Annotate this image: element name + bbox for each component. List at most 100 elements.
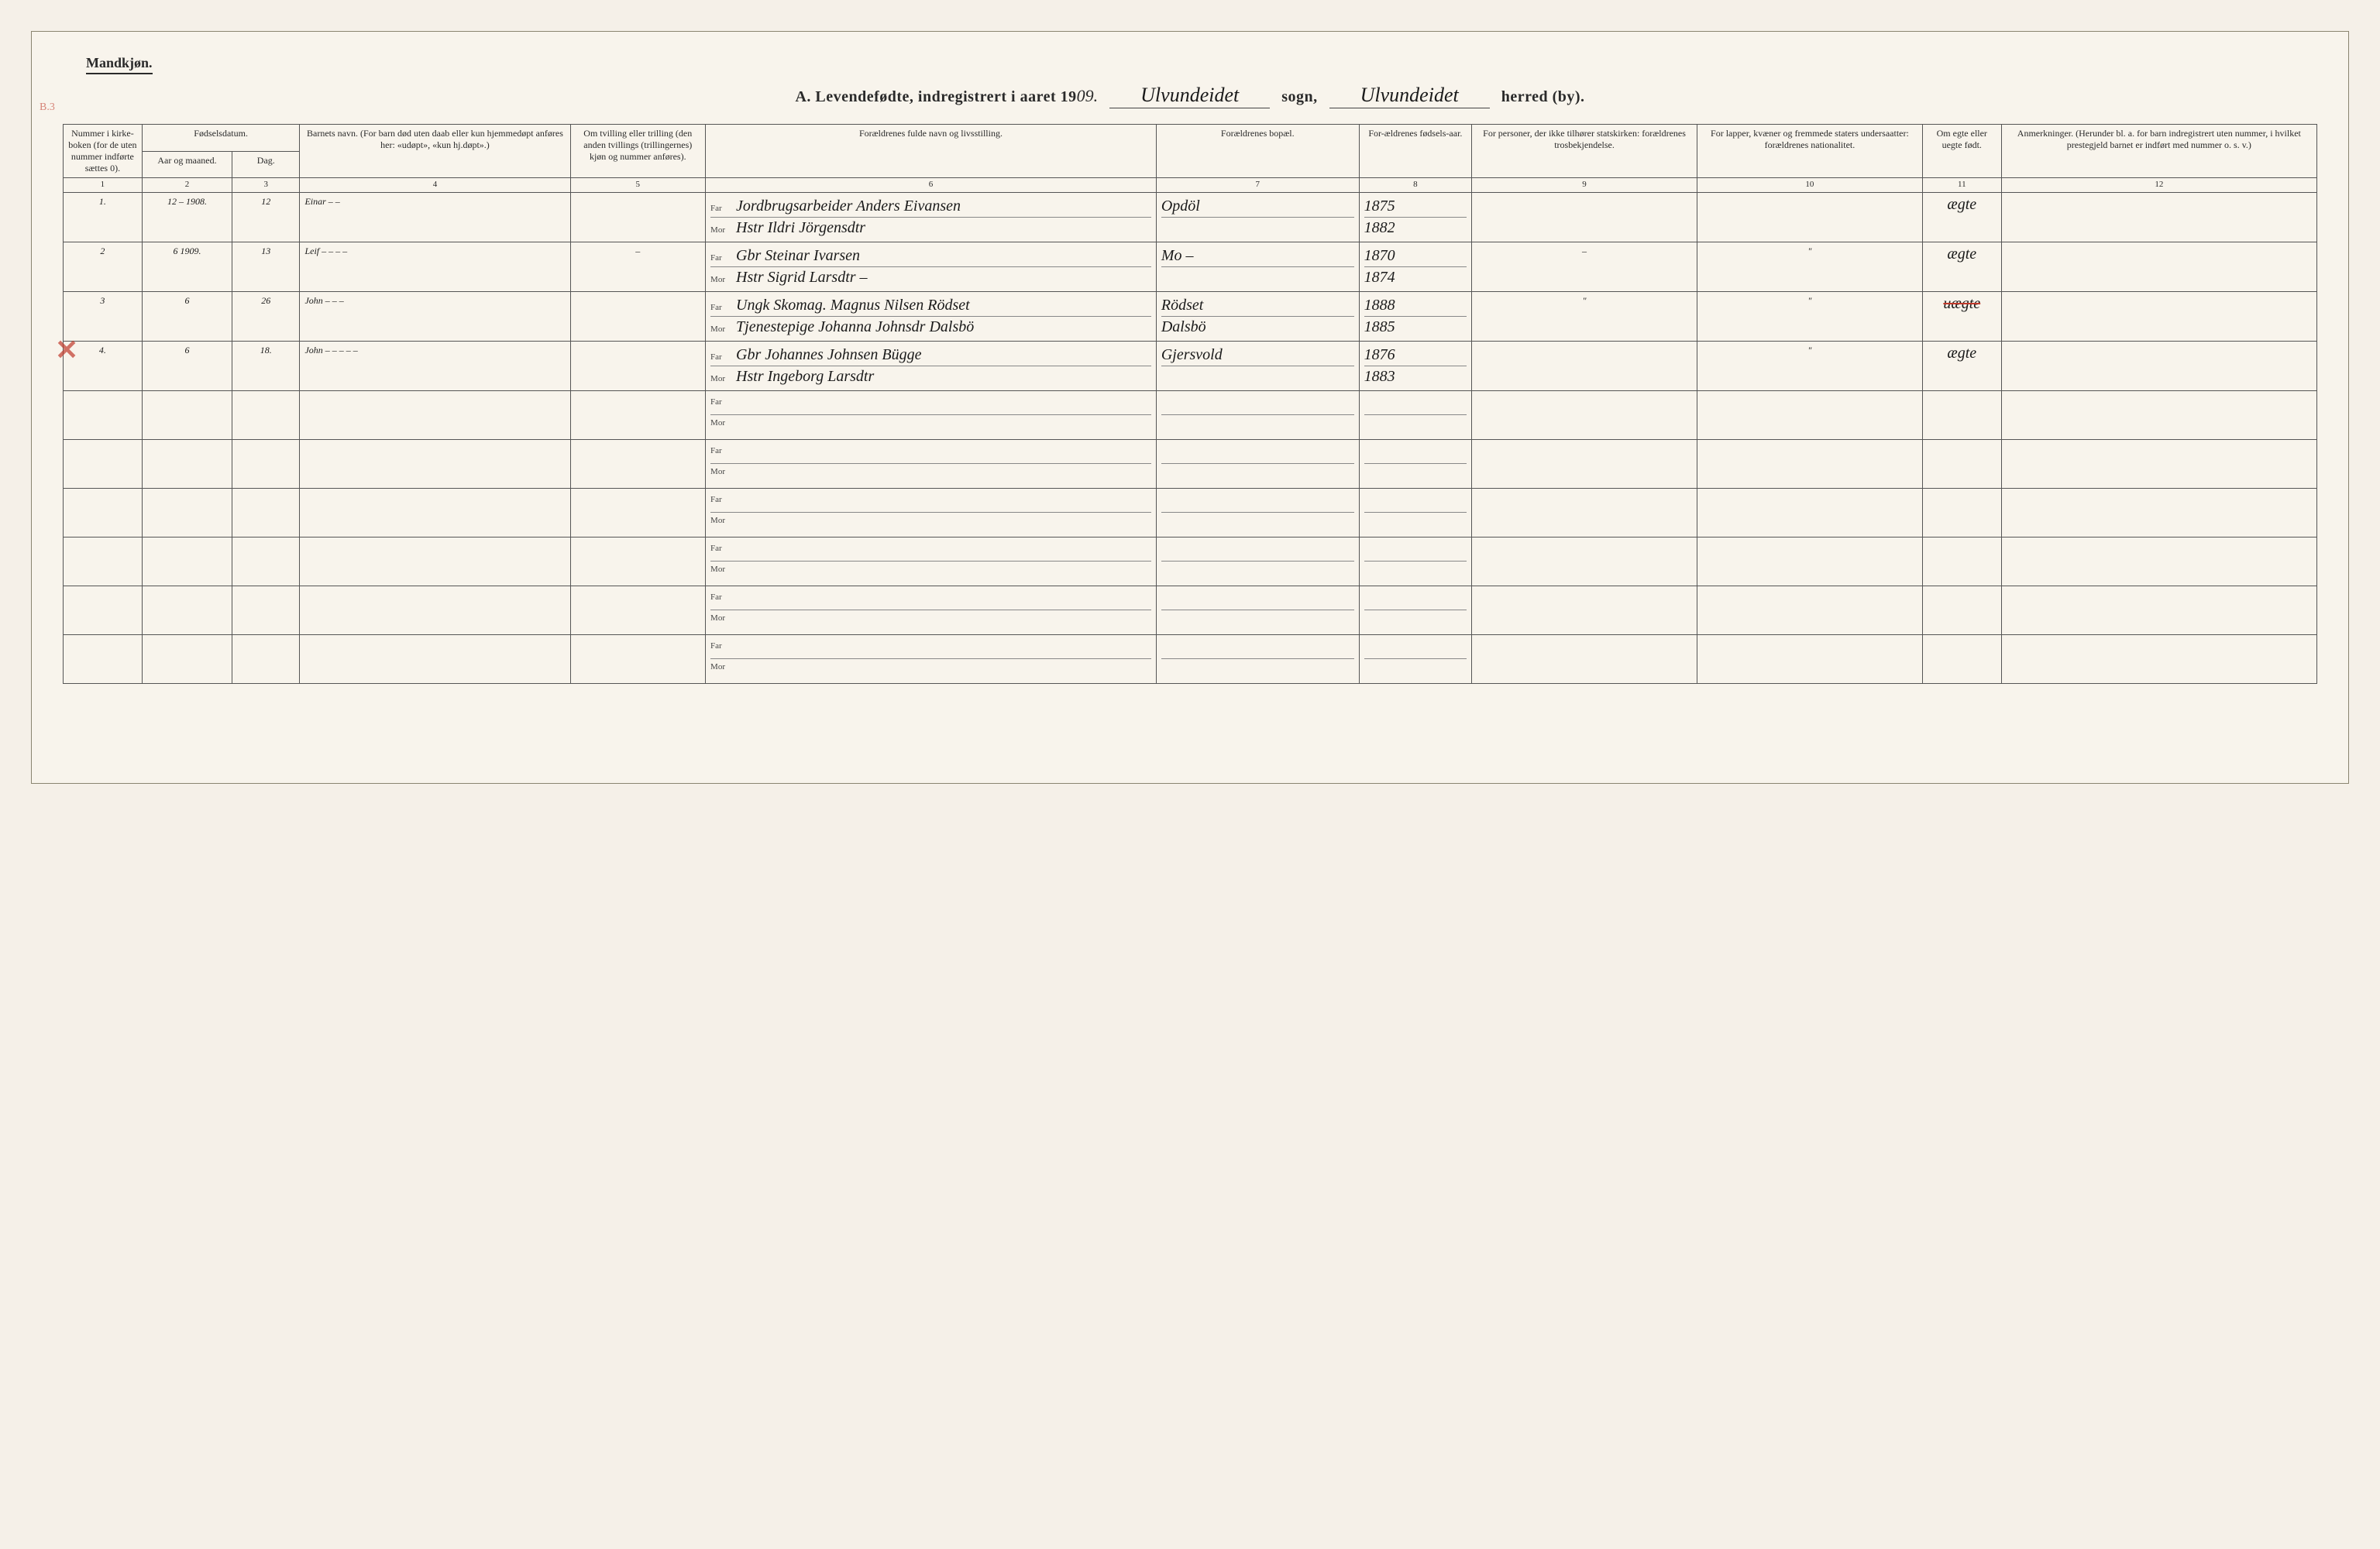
cell-empty: [1156, 537, 1359, 586]
col-header-birthdate: Fødselsdatum.: [142, 125, 300, 152]
cell-empty: [142, 586, 232, 634]
cell-parents: FarMor: [706, 586, 1157, 634]
cell-parents: Far Jordbrugsarbeider Anders EivansenMor…: [706, 192, 1157, 242]
cell-empty: [1156, 634, 1359, 683]
cell-empty: [1922, 390, 2001, 439]
archive-stamp: B.3: [40, 101, 55, 114]
col-num-9: 9: [1472, 178, 1697, 193]
cell-empty: [1359, 439, 1471, 488]
cell-nationality: ": [1697, 341, 1922, 390]
cell-parents: Far Ungk Skomag. Magnus Nilsen RödsetMor…: [706, 291, 1157, 341]
cell-empty: [64, 390, 143, 439]
col-num-12: 12: [2001, 178, 2316, 193]
col-header-twin: Om tvilling eller trilling (den anden tv…: [570, 125, 706, 178]
col-num-8: 8: [1359, 178, 1471, 193]
col-num-11: 11: [1922, 178, 2001, 193]
cell-parents: FarMor: [706, 439, 1157, 488]
col-header-legitimacy: Om egte eller uegte født.: [1922, 125, 2001, 178]
cell-parents: FarMor: [706, 390, 1157, 439]
cell-empty: [1922, 537, 2001, 586]
cell-notes: [2001, 192, 2316, 242]
cell-year: 6 1909.: [142, 242, 232, 291]
cell-empty: [2001, 390, 2316, 439]
cell-number: 2: [64, 242, 143, 291]
cell-empty: [1697, 586, 1922, 634]
cell-empty: [2001, 488, 2316, 537]
cell-nationality: [1697, 192, 1922, 242]
cell-empty: [1472, 537, 1697, 586]
cell-childname: Einar – –: [300, 192, 570, 242]
table-row: 1.12 – 1908.12Einar – –Far Jordbrugsarbe…: [64, 192, 2317, 242]
table-row: 26 1909.13Leif – – – ––Far Gbr Steinar I…: [64, 242, 2317, 291]
cell-confession: –: [1472, 242, 1697, 291]
sogn-name: Ulvundeidet: [1109, 84, 1270, 108]
cell-childname: Leif – – – –: [300, 242, 570, 291]
red-x-annotation: ✕: [55, 334, 78, 366]
col-header-parents: Forældrenes fulde navn og livsstilling.: [706, 125, 1157, 178]
col-header-confession: For personer, der ikke tilhører statskir…: [1472, 125, 1697, 178]
col-header-nationality: For lapper, kvæner og fremmede staters u…: [1697, 125, 1922, 178]
cell-parent-birthyear: 18881885: [1359, 291, 1471, 341]
cell-empty: [1472, 586, 1697, 634]
cell-notes: [2001, 242, 2316, 291]
cell-childname: John – – – – –: [300, 341, 570, 390]
cell-empty: [142, 634, 232, 683]
year-handwritten: 09.: [1077, 86, 1099, 105]
table-row-empty: FarMor: [64, 586, 2317, 634]
col-header-number: Nummer i kirke-boken (for de uten nummer…: [64, 125, 143, 178]
cell-day: 26: [232, 291, 300, 341]
cell-twin: –: [570, 242, 706, 291]
cell-empty: [232, 390, 300, 439]
cell-empty: [232, 634, 300, 683]
cell-legitimacy: ægte: [1922, 192, 2001, 242]
cell-empty: [1697, 488, 1922, 537]
cell-empty: [2001, 439, 2316, 488]
cell-twin: [570, 341, 706, 390]
col-header-year: Aar og maaned.: [142, 151, 232, 178]
register-table: Nummer i kirke-boken (for de uten nummer…: [63, 124, 2317, 684]
cell-empty: [1156, 439, 1359, 488]
cell-empty: [1156, 488, 1359, 537]
cell-empty: [1359, 488, 1471, 537]
herred-name: Ulvundeidet: [1329, 84, 1490, 108]
cell-empty: [142, 390, 232, 439]
cell-empty: [1472, 488, 1697, 537]
cell-residence: Opdöl: [1156, 192, 1359, 242]
col-header-day: Dag.: [232, 151, 300, 178]
cell-empty: [300, 439, 570, 488]
cell-notes: [2001, 341, 2316, 390]
cell-confession: [1472, 192, 1697, 242]
cell-childname: John – – –: [300, 291, 570, 341]
cell-empty: [1156, 390, 1359, 439]
cell-notes: [2001, 291, 2316, 341]
table-row: 4.618.John – – – – –Far Gbr Johannes Joh…: [64, 341, 2317, 390]
cell-empty: [1359, 634, 1471, 683]
cell-year: 6: [142, 341, 232, 390]
cell-empty: [64, 439, 143, 488]
cell-parent-birthyear: 18761883: [1359, 341, 1471, 390]
cell-empty: [570, 488, 706, 537]
col-num-7: 7: [1156, 178, 1359, 193]
cell-empty: [232, 586, 300, 634]
table-row-empty: FarMor: [64, 537, 2317, 586]
cell-confession: ": [1472, 291, 1697, 341]
cell-empty: [142, 488, 232, 537]
col-num-6: 6: [706, 178, 1157, 193]
cell-empty: [300, 537, 570, 586]
cell-empty: [142, 537, 232, 586]
table-body: 1.12 – 1908.12Einar – –Far Jordbrugsarbe…: [64, 192, 2317, 683]
cell-parent-birthyear: 18751882: [1359, 192, 1471, 242]
cell-legitimacy: uægte: [1922, 291, 2001, 341]
cell-empty: [64, 488, 143, 537]
herred-label: herred (by).: [1501, 88, 1585, 105]
cell-empty: [300, 488, 570, 537]
table-row-empty: FarMor: [64, 390, 2317, 439]
cell-twin: [570, 291, 706, 341]
col-num-10: 10: [1697, 178, 1922, 193]
cell-parent-birthyear: 18701874: [1359, 242, 1471, 291]
cell-parents: Far Gbr Steinar IvarsenMor Hstr Sigrid L…: [706, 242, 1157, 291]
cell-parents: FarMor: [706, 488, 1157, 537]
cell-empty: [232, 488, 300, 537]
cell-empty: [300, 390, 570, 439]
cell-legitimacy: ægte: [1922, 341, 2001, 390]
